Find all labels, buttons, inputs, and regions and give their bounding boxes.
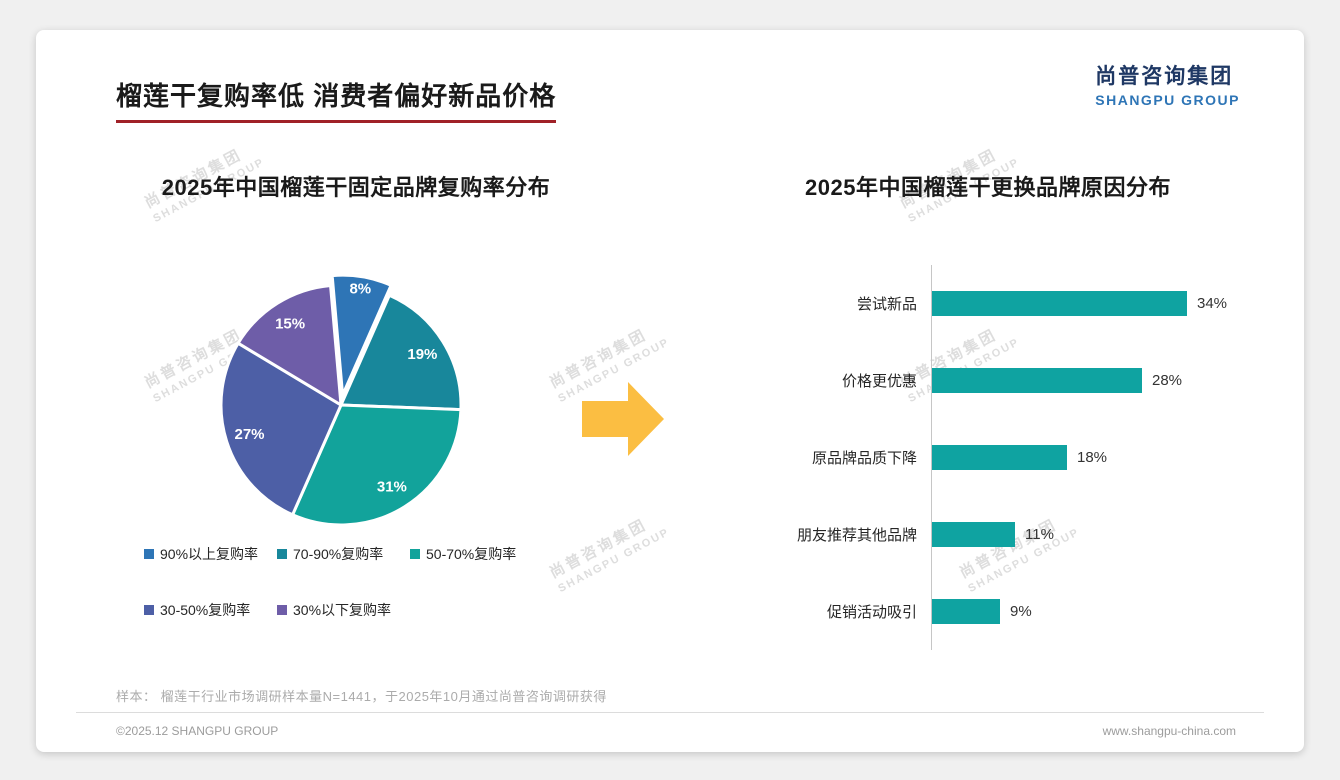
slide-card: 尚普咨询集团 SHANGPU GROUP 尚普咨询集团 SHANGPU GROU… [36,30,1304,752]
bar-value-label: 28% [1152,372,1183,389]
bar-value-label: 34% [1197,295,1228,312]
legend-label: 30%以下复购率 [293,602,392,618]
pie-slice-label-4: 15% [275,316,305,333]
legend-label: 50-70%复购率 [426,546,517,562]
bar-row-2: 原品牌品质下降 18% [691,419,1271,496]
bar-track: 11% [931,496,1271,573]
bar-fill [932,291,1187,316]
logo-en: SHANGPU GROUP [1095,92,1240,108]
legend-item-0: 90%以上复购率 [144,544,277,564]
pie-slice-1 [339,293,463,412]
bar-category-label: 促销活动吸引 [826,604,917,621]
pie-slice-label-1: 19% [407,346,437,363]
bar-category-label: 尝试新品 [856,296,917,313]
bar-track: 9% [931,573,1271,650]
legend-label: 70-90%复购率 [293,546,384,562]
bar-value-label: 9% [1010,603,1032,620]
bar-category-label: 价格更优惠 [841,373,917,390]
legend-swatch [277,605,287,615]
footer-copyright: ©2025.12 SHANGPU GROUP [116,724,279,738]
bar-fill [932,445,1067,470]
pie-chart: 8% 19% 31% 27% 15% [219,273,463,527]
pie-slice-4 [236,283,343,407]
bar-chart-title: 2025年中国榴莲干更换品牌原因分布 [805,175,1171,200]
bar-value-label: 11% [1025,526,1054,543]
legend-item-3: 30-50%复购率 [144,600,277,620]
legend-label: 30-50%复购率 [160,602,251,618]
bar-value-label: 18% [1077,449,1108,466]
pie-slice-2 [291,403,463,527]
legend-swatch [144,605,154,615]
bar-row-4: 促销活动吸引 9% [691,573,1271,650]
bar-category-label: 朋友推荐其他品牌 [796,527,917,544]
company-logo: 尚普咨询集团 SHANGPU GROUP [1095,60,1240,108]
bar-row-3: 朋友推荐其他品牌 11% [691,496,1271,573]
pie-slice-label-2: 31% [377,478,407,495]
pie-slice-label-3: 27% [234,426,264,443]
bar-fill [932,522,1015,547]
legend-item-2: 50-70%复购率 [410,544,543,564]
legend-label: 90%以上复购率 [160,546,259,562]
bar-chart: 尝试新品 34% 价格更优惠 28% 原品牌品质下降 18% 朋友推荐其他品牌 11% 促销活动… [691,265,1271,650]
bar-fill [932,368,1142,393]
sample-note: 样本： 榴莲干行业市场调研样本量N=1441，于2025年10月通过尚普咨询调研… [116,689,607,704]
footer-website: www.shangpu-china.com [1102,724,1236,738]
pie-legend: 90%以上复购率 70-90%复购率 50-70%复购率 30-50%复购率 30%以下… [144,544,584,620]
bar-row-1: 价格更优惠 28% [691,342,1271,419]
pie-slice-0 [330,273,393,397]
pie-chart-title: 2025年中国榴莲干固定品牌复购率分布 [161,175,551,200]
logo-cn: 尚普咨询集团 [1095,65,1234,88]
right-arrow-shape [582,382,664,456]
bar-track: 28% [931,342,1271,419]
pie-slice-3 [219,341,343,517]
bar-category-label: 原品牌品质下降 [811,450,917,467]
legend-item-4: 30%以下复购率 [277,600,410,620]
right-arrow-icon [582,382,664,456]
bar-fill [932,599,1000,624]
page-title: 榴莲干复购率低 消费者偏好新品价格 [116,76,557,123]
pie-slice-label-0: 8% [349,281,371,298]
legend-swatch [144,549,154,559]
bar-row-0: 尝试新品 34% [691,265,1271,342]
legend-swatch [277,549,287,559]
bar-track: 34% [931,265,1271,342]
footer: ©2025.12 SHANGPU GROUP www.shangpu-china… [76,712,1264,738]
legend-item-1: 70-90%复购率 [277,544,410,564]
legend-swatch [410,549,420,559]
bar-track: 18% [931,419,1271,496]
